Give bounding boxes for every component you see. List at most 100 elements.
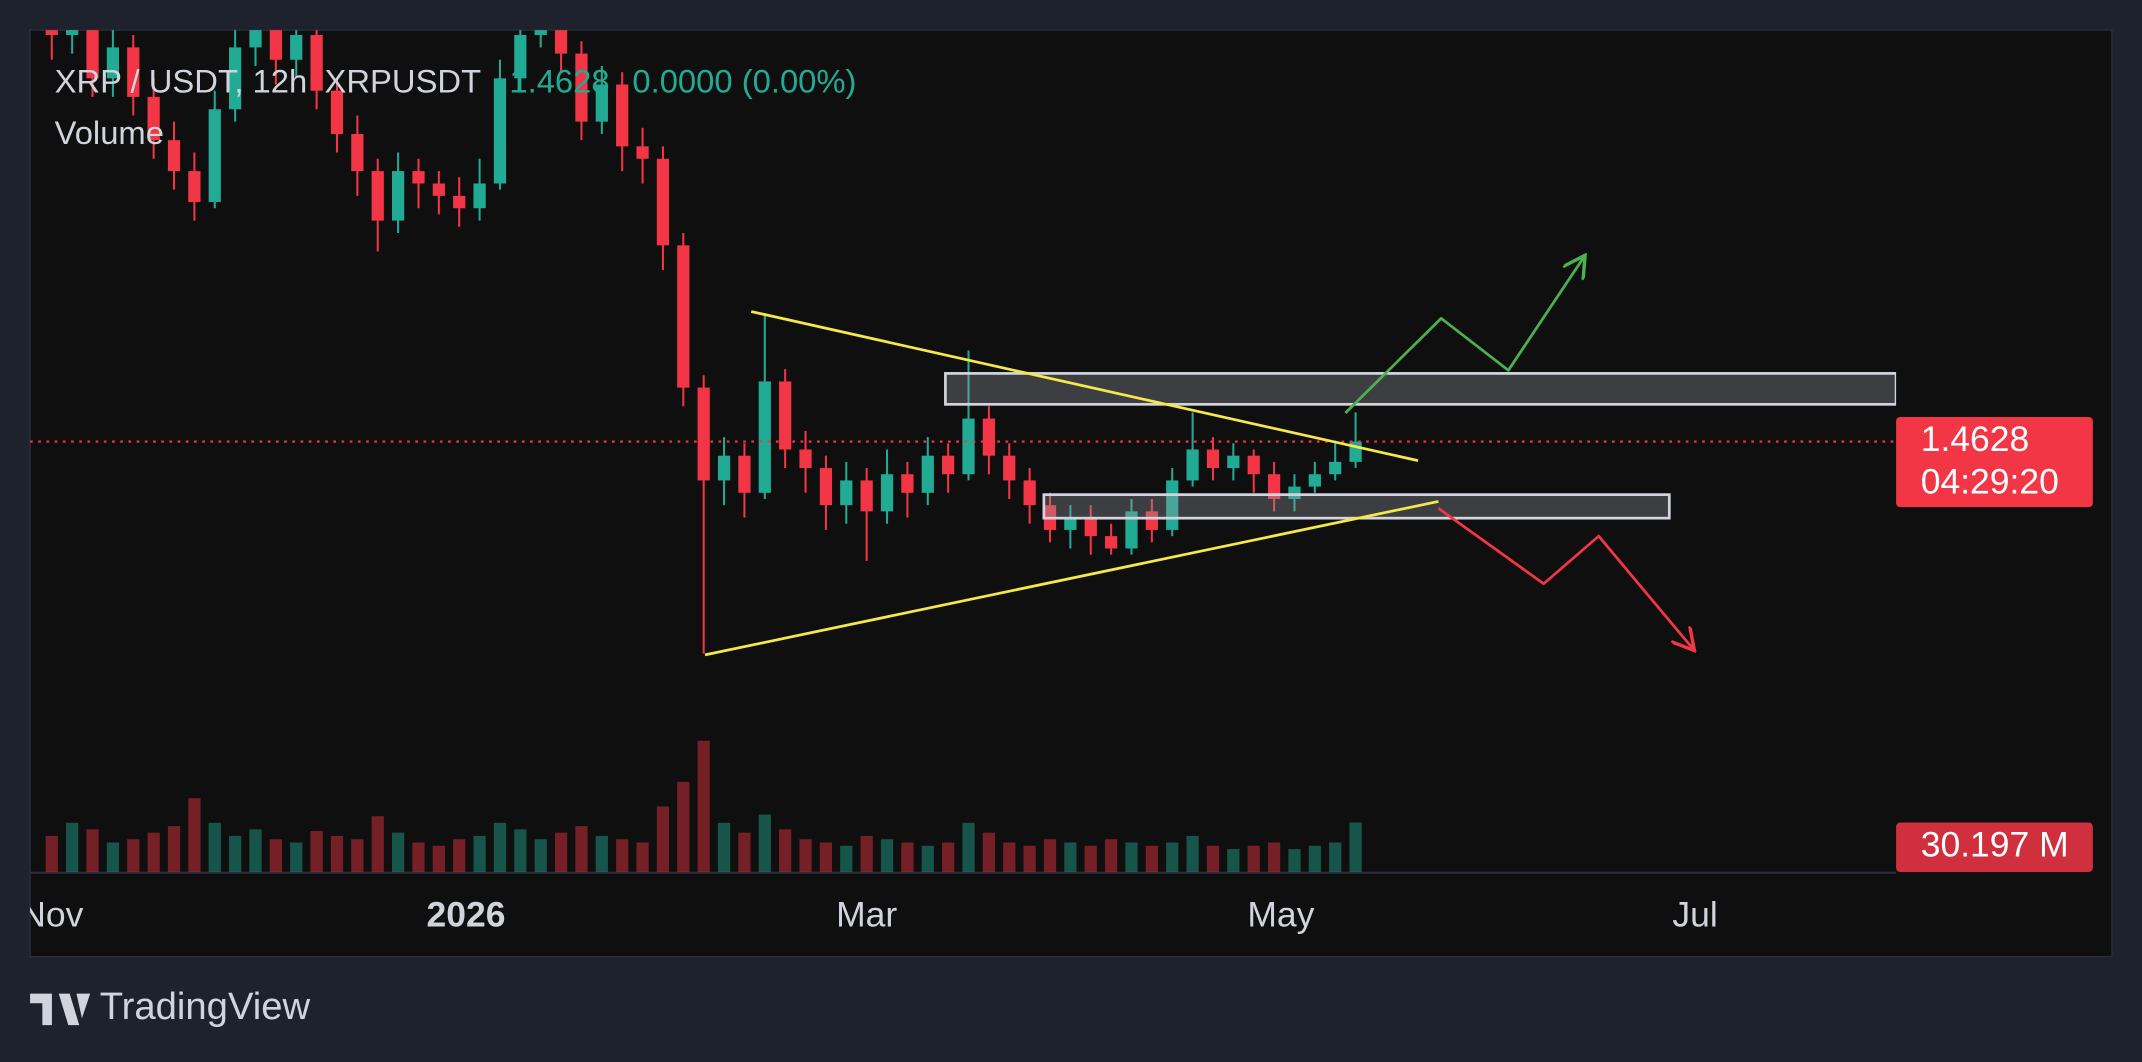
candle-body (860, 480, 873, 512)
volume-bar (656, 806, 670, 873)
volume-bar (1105, 839, 1118, 873)
volume-bar (1166, 842, 1179, 873)
volume-bar (330, 835, 344, 873)
candle-body (371, 171, 384, 221)
x-tick-label: 2026 (427, 895, 506, 935)
candle-body (45, 30, 58, 36)
brand: TradingView (30, 985, 311, 1028)
volume-bar (982, 832, 995, 873)
candle-body (1084, 517, 1097, 537)
volume-bar (880, 839, 894, 873)
candle-body (677, 245, 690, 388)
candle-body (534, 30, 547, 36)
candle-body (1247, 455, 1260, 475)
volume-bar (473, 835, 486, 873)
candle-body (942, 455, 955, 475)
candle-body (330, 90, 344, 134)
volume-bar (677, 781, 690, 873)
candle-body (840, 480, 853, 506)
candle-body (208, 109, 221, 203)
candle-body (127, 47, 140, 97)
volume-bar (167, 826, 181, 873)
volume-bar (942, 842, 955, 873)
candle-body (147, 96, 160, 141)
candles (45, 30, 1362, 654)
volume-bar (595, 835, 608, 873)
volume-bar (229, 835, 242, 873)
candle-body (1267, 474, 1281, 499)
volume-bar (636, 842, 649, 873)
candle-body (1206, 449, 1220, 469)
candle-body (880, 474, 894, 512)
volume-bar (86, 829, 99, 873)
volume-bar (860, 835, 873, 873)
volume-bar (351, 839, 364, 873)
candle-body (493, 78, 507, 184)
volume-bar (290, 842, 303, 873)
volume-bar (147, 832, 160, 873)
volume-bar (432, 845, 445, 873)
volume-tag (1896, 822, 2093, 873)
candle-body (412, 171, 425, 184)
volume-bar (269, 839, 282, 873)
price-tag (1896, 416, 2093, 508)
candle-body (432, 183, 445, 196)
volume-bar (819, 842, 833, 873)
x-tick-label: Mar (836, 895, 897, 935)
candle-body (1105, 536, 1118, 549)
volume-bar (1247, 845, 1260, 873)
candle-body (106, 47, 120, 79)
candle-body (616, 84, 629, 147)
volume-bar (1084, 845, 1097, 873)
volume-bar (1329, 842, 1342, 873)
candle-body (636, 146, 649, 159)
volume-bar (1308, 845, 1321, 873)
candle-body (86, 30, 99, 79)
volume-bar (779, 829, 792, 873)
projection-arrow (1437, 507, 1694, 650)
candle-body (1145, 511, 1158, 530)
volume-bar (962, 822, 975, 873)
volume-bar (188, 798, 201, 873)
x-axis-labels: Nov 2026 Mar May Jul (20, 895, 1718, 935)
volume-bar (1267, 842, 1281, 873)
candle-body (473, 183, 486, 209)
candle-body (799, 449, 812, 469)
x-tick-label: Nov (20, 895, 83, 935)
candle-body (351, 133, 364, 172)
candle-body (921, 455, 934, 493)
brand-name: TradingView (100, 985, 311, 1028)
candle-body (1003, 455, 1016, 481)
volume-bar (575, 826, 588, 873)
volume-bar (1288, 849, 1301, 873)
candle-body (575, 53, 588, 122)
last-price: 1.4628 (509, 62, 609, 99)
volume-bar (208, 822, 221, 873)
volume-legend: Volume (55, 114, 164, 151)
volume-bar (616, 839, 629, 873)
candle-body (717, 455, 731, 481)
volume-bar (249, 829, 262, 873)
volume-bar (717, 822, 731, 873)
symbol: XRP / USDT, 12h (55, 62, 308, 99)
candle-body (1125, 511, 1138, 549)
trend-line (750, 310, 1419, 462)
axes: Nov 2026 Mar May Jul (20, 895, 1718, 935)
candle-body (554, 30, 568, 54)
candle-body (1308, 474, 1321, 487)
candle-body (269, 30, 282, 60)
candle-body (1227, 455, 1240, 469)
volume-bar (391, 832, 405, 873)
candle-body (758, 381, 771, 493)
candle-body (982, 418, 995, 456)
volume-bar (371, 816, 384, 873)
candle-body (779, 381, 792, 450)
volume-bar (412, 842, 425, 873)
x-tick-label: Jul (1672, 895, 1717, 935)
volume-pane (45, 740, 1362, 873)
candle-body (819, 468, 833, 506)
volume-bar (1206, 845, 1220, 873)
